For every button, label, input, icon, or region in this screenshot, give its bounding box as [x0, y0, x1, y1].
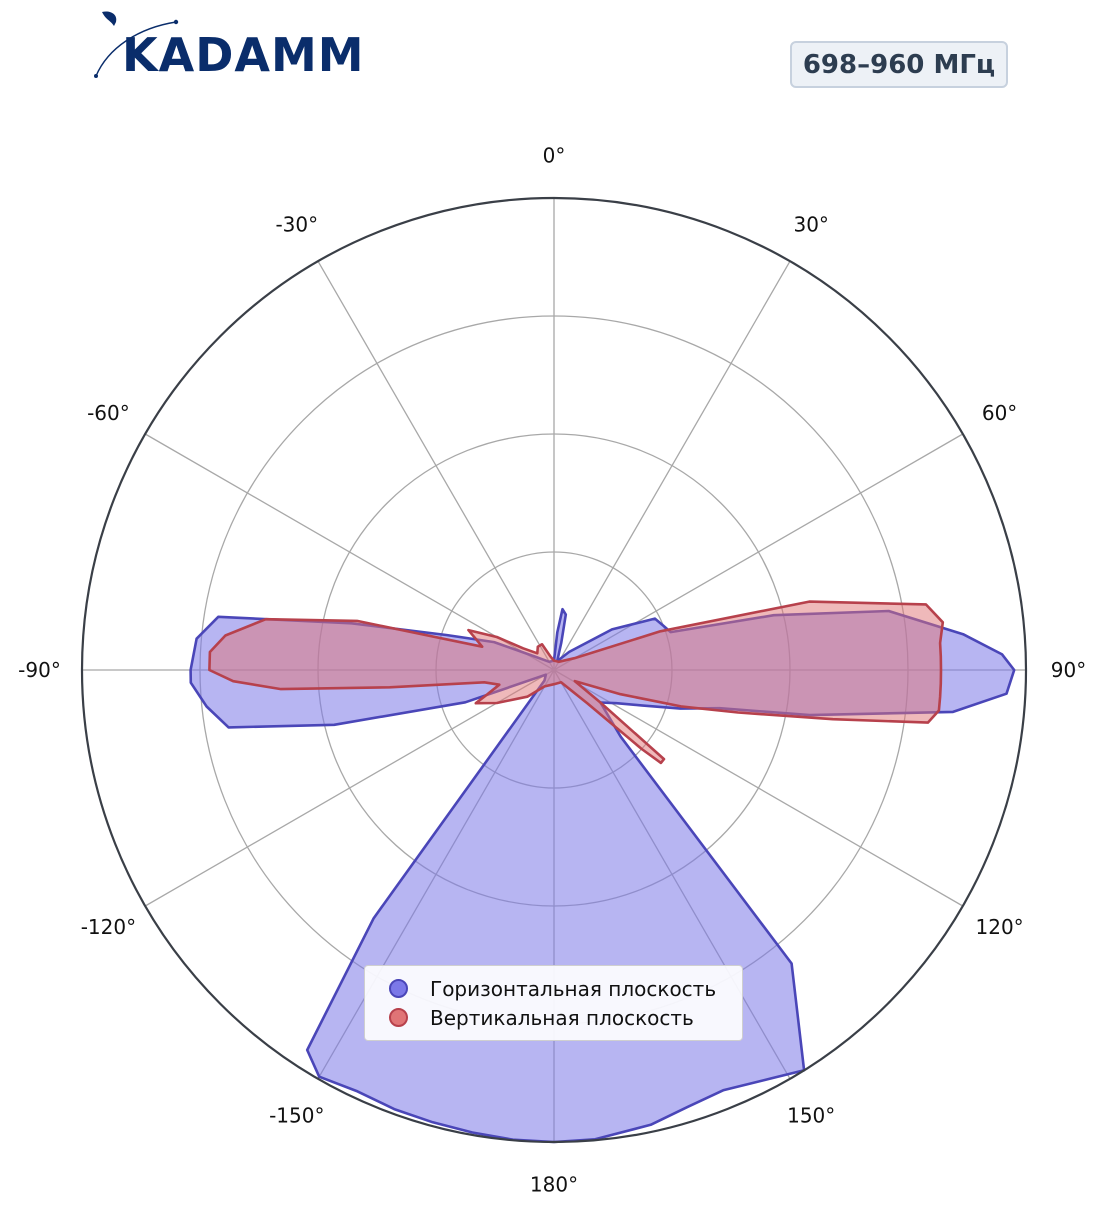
- logo-swoosh-mark: [102, 11, 117, 26]
- logo-swoosh-arc: [95, 21, 177, 77]
- legend-marker-vertical: [389, 1008, 408, 1027]
- grid-spoke: [553, 260, 791, 671]
- theta-tick-label: 180°: [530, 1173, 578, 1197]
- series-vertical-plane: [208, 600, 945, 765]
- theta-tick-label: 30°: [793, 212, 828, 236]
- theta-tick-label: -60°: [87, 401, 130, 425]
- legend-label-vertical: Вертикальная плоскость: [430, 1005, 694, 1030]
- theta-tick-label: 90°: [1051, 658, 1086, 682]
- theta-tick-labels: 0° 30° 60° 90° 120° 150° 180° -150° -120° -90° -60…: [18, 144, 1086, 1197]
- theta-tick-label: 0°: [543, 144, 566, 168]
- grid-spoke: [317, 260, 555, 671]
- theta-tick-label: 150°: [787, 1104, 835, 1128]
- theta-tick-label: -150°: [269, 1104, 324, 1128]
- logo-wordmark: KADAMM: [122, 28, 365, 82]
- legend-marker-horizontal: [389, 979, 408, 998]
- theta-tick-label: -30°: [275, 212, 318, 236]
- theta-tick-label: -90°: [18, 658, 61, 682]
- grid-spoke: [144, 433, 555, 671]
- theta-tick-label: 120°: [976, 915, 1024, 939]
- legend-item-horizontal: Горизонтальная плоскость: [365, 974, 742, 1003]
- grid-spoke: [144, 669, 555, 907]
- outer-ring: [80, 196, 1028, 1144]
- grid-spoke: [553, 669, 964, 907]
- theta-tick-label: 60°: [982, 401, 1017, 425]
- legend-label-horizontal: Горизонтальная плоскость: [430, 976, 717, 1001]
- kadamm-logo: [94, 11, 179, 78]
- legend-item-vertical: Вертикальная плоскость: [365, 1003, 742, 1032]
- frequency-badge: 698–960 МГц: [790, 41, 1008, 88]
- legend: Горизонтальная плоскость Вертикальная пл…: [364, 965, 743, 1041]
- theta-tick-label: -120°: [81, 915, 136, 939]
